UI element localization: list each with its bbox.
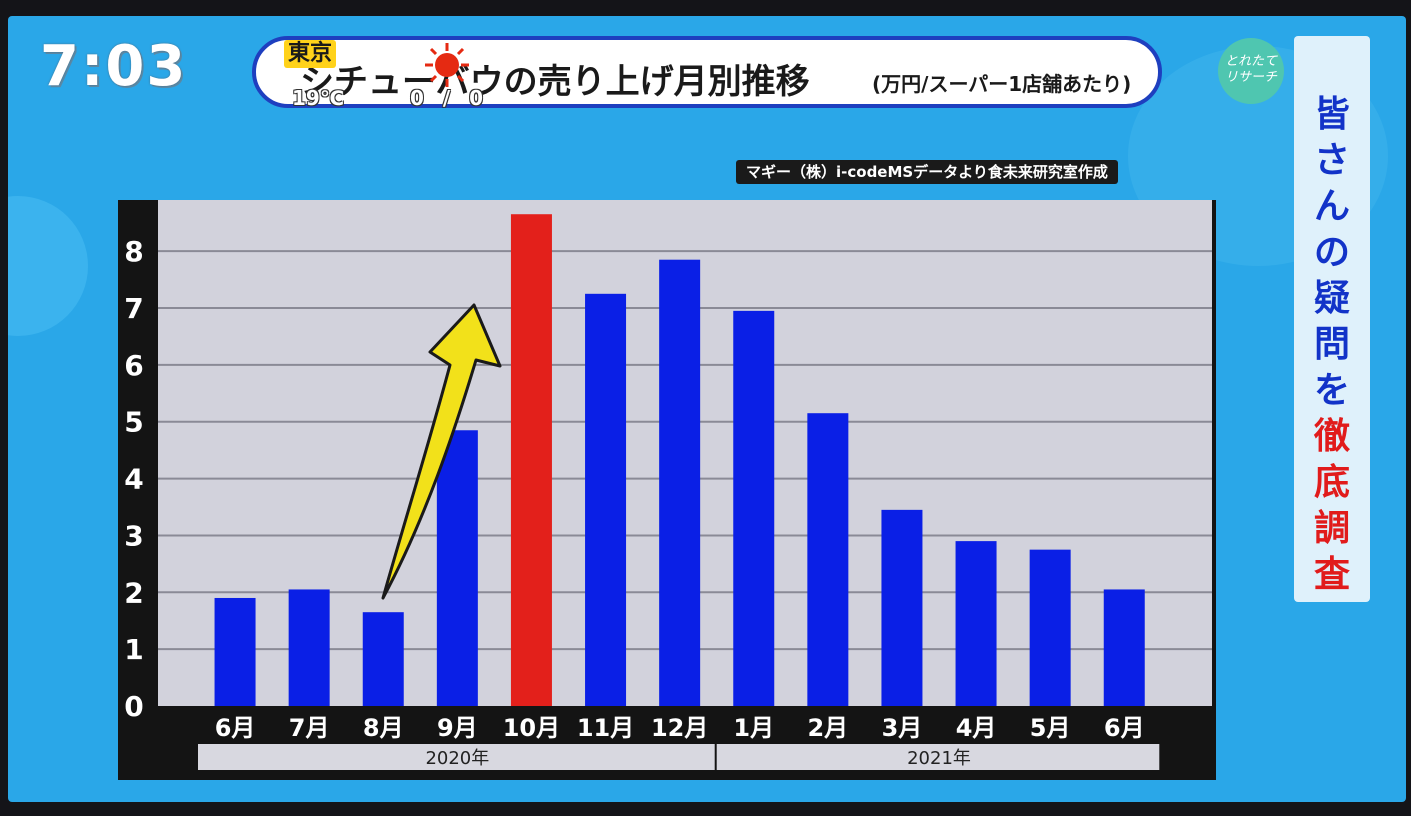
year-label: 2021年 bbox=[907, 748, 971, 769]
year-band bbox=[716, 744, 1160, 770]
bar bbox=[659, 259, 701, 706]
y-tick-label: 0 bbox=[124, 690, 143, 723]
x-axis-ticks: 6月 7月 8月 9月 10月 11月 12月 1月 2月 3月 4月 5月 6月 bbox=[215, 714, 1145, 742]
bar bbox=[510, 214, 552, 706]
data-source: マギー（株）i-codeMSデータより食未来研究室作成 bbox=[736, 160, 1118, 184]
chart-unit: (万円/スーパー1店舗あたり) bbox=[872, 72, 1132, 96]
side-caption-char: を bbox=[1313, 370, 1350, 411]
chart-title: シチューバウの売り上げ月別推移 bbox=[300, 62, 810, 102]
side-caption-blue: 皆さんの疑問を bbox=[1310, 92, 1354, 414]
side-caption-char: の bbox=[1313, 232, 1350, 273]
y-tick-label: 3 bbox=[124, 519, 143, 552]
x-tick-label: 1月 bbox=[733, 714, 774, 742]
x-tick-label: 10月 bbox=[503, 714, 560, 742]
y-tick-label: 8 bbox=[124, 235, 143, 268]
trend-arrow bbox=[381, 303, 502, 600]
side-caption-char: 疑 bbox=[1313, 278, 1350, 319]
bar bbox=[733, 310, 775, 706]
y-tick-label: 7 bbox=[124, 292, 143, 325]
logo-line: リサーチ bbox=[1224, 70, 1277, 85]
bar bbox=[1103, 589, 1145, 706]
bar bbox=[1029, 549, 1071, 706]
x-tick-label: 5月 bbox=[1030, 714, 1071, 742]
logo-line: とれたて bbox=[1224, 54, 1277, 69]
clock: 7:03 bbox=[40, 34, 188, 99]
y-tick-label: 5 bbox=[124, 406, 143, 439]
title-banner bbox=[252, 36, 1162, 108]
x-tick-label: 6月 bbox=[215, 714, 256, 742]
x-tick-label: 2月 bbox=[807, 714, 848, 742]
y-axis-ticks: 0 1 2 3 4 5 6 7 8 bbox=[124, 235, 143, 723]
side-caption-char: 底 bbox=[1313, 462, 1350, 503]
x-tick-label: 6月 bbox=[1104, 714, 1145, 742]
side-caption-red: 徹底調査 bbox=[1310, 414, 1354, 598]
y-tick-label: 2 bbox=[124, 576, 143, 609]
bar bbox=[881, 509, 923, 706]
x-tick-label: 9月 bbox=[437, 714, 478, 742]
bar bbox=[585, 293, 627, 706]
bar bbox=[288, 589, 330, 706]
x-tick-label: 4月 bbox=[956, 714, 997, 742]
sun-icon bbox=[425, 43, 469, 87]
x-tick-label: 3月 bbox=[882, 714, 923, 742]
weather-city: 東京 bbox=[284, 40, 337, 68]
side-caption-panel bbox=[1294, 36, 1370, 602]
program-logo: とれたて リサーチ bbox=[1218, 38, 1284, 104]
y-tick-label: 1 bbox=[124, 633, 143, 666]
side-caption-char: 調 bbox=[1313, 508, 1350, 549]
side-caption-char: 査 bbox=[1313, 554, 1350, 595]
year-groups: 2020年 2021年 bbox=[198, 744, 1160, 770]
side-caption-char: 問 bbox=[1313, 324, 1350, 365]
side-caption-char: 徹 bbox=[1313, 416, 1350, 457]
bars bbox=[214, 214, 1145, 706]
x-tick-label: 7月 bbox=[289, 714, 330, 742]
bar bbox=[436, 430, 478, 706]
x-tick-label: 8月 bbox=[363, 714, 404, 742]
weather-precipitation: 0 / 0 bbox=[410, 86, 490, 110]
x-tick-label: 11月 bbox=[577, 714, 634, 742]
y-tick-label: 4 bbox=[124, 463, 143, 496]
year-band bbox=[198, 744, 715, 770]
bar bbox=[214, 597, 256, 706]
bar bbox=[362, 612, 404, 706]
side-caption-char: ん bbox=[1313, 186, 1350, 227]
year-label: 2020年 bbox=[425, 748, 489, 769]
y-tick-label: 6 bbox=[124, 349, 143, 382]
side-caption-char: さ bbox=[1313, 140, 1350, 181]
side-caption: 皆さんの疑問を 徹底調査 bbox=[1310, 92, 1354, 598]
side-caption-char: 皆 bbox=[1313, 94, 1350, 135]
bar bbox=[807, 413, 849, 706]
bar bbox=[955, 541, 997, 706]
x-tick-label: 12月 bbox=[651, 714, 708, 742]
weather-temperature: 19℃ bbox=[292, 86, 345, 110]
